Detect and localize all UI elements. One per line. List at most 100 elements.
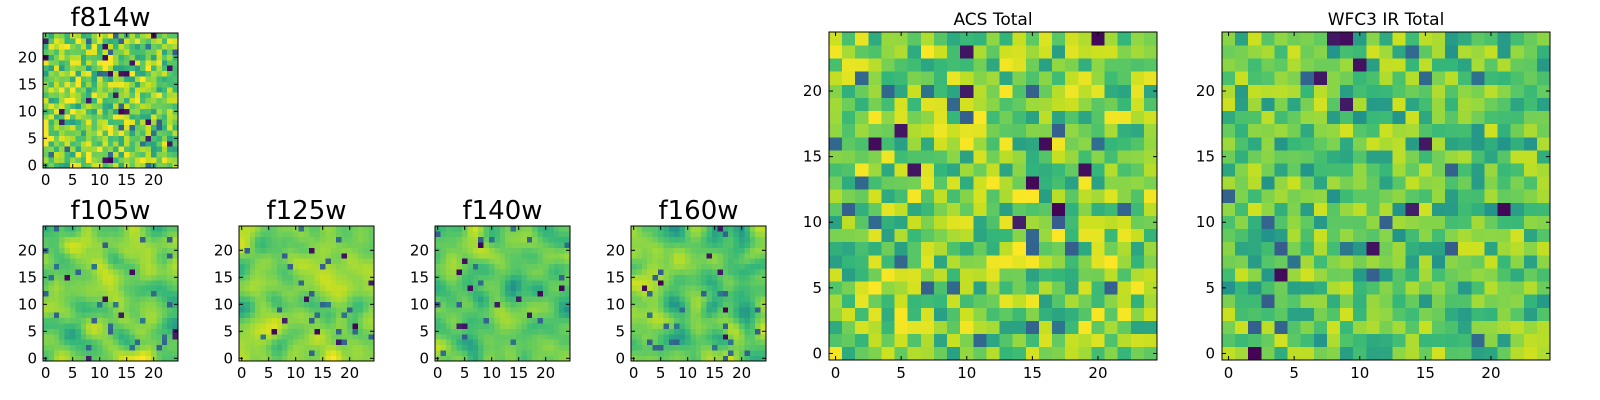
heatmap-cell: [548, 226, 555, 232]
heatmap-cell: [244, 258, 251, 265]
heatmap-cell: [314, 226, 321, 232]
heatmap-cell: [172, 242, 179, 248]
heatmap-cell: [363, 355, 369, 362]
heatmap-cell: [722, 334, 729, 340]
heatmap-cell: [564, 258, 571, 265]
heatmap-cell: [1392, 255, 1406, 269]
heatmap-cell: [172, 146, 179, 153]
heatmap-cell: [91, 103, 98, 109]
heatmap-cell: [43, 317, 49, 324]
heatmap-cell: [43, 65, 49, 72]
heatmap-cell: [1392, 97, 1406, 112]
heatmap-cell: [80, 274, 87, 281]
heatmap-cell: [1052, 333, 1066, 348]
heatmap-cell: [140, 54, 146, 61]
heatmap-cell: [303, 312, 310, 319]
heatmap-cell: [728, 269, 734, 275]
heatmap-cell: [271, 226, 278, 232]
heatmap-cell: [1248, 45, 1262, 59]
heatmap-cell: [129, 307, 136, 313]
heatmap-cell: [920, 84, 935, 98]
heatmap-cell: [467, 258, 474, 265]
heatmap-cell: [516, 242, 522, 248]
heatmap-cell: [1052, 255, 1066, 269]
heatmap-cell: [855, 97, 869, 112]
heatmap-cell: [140, 108, 146, 115]
heatmap-cell: [1510, 228, 1525, 243]
heatmap-cell: [829, 32, 843, 46]
heatmap-cell: [97, 151, 103, 158]
heatmap-cell: [1091, 32, 1105, 46]
heatmap-cell: [363, 258, 369, 265]
heatmap-cell: [43, 263, 49, 270]
heatmap-cell: [663, 285, 670, 292]
heatmap-cell: [559, 280, 565, 286]
heatmap-cell: [1405, 346, 1420, 361]
heatmap-cell: [717, 317, 724, 324]
heatmap-cell: [314, 263, 321, 270]
heatmap-cell: [145, 146, 152, 153]
heatmap-cell: [933, 346, 948, 361]
heatmap-cell: [739, 339, 745, 346]
heatmap-cell: [53, 312, 60, 319]
heatmap-cell: [1222, 71, 1236, 85]
heatmap-cell: [75, 114, 82, 120]
heatmap-cell: [75, 307, 82, 313]
heatmap-cell: [102, 307, 109, 313]
heatmap-cell: [1392, 294, 1406, 308]
heatmap-cell: [986, 307, 1000, 321]
heatmap-cell: [1038, 123, 1053, 138]
heatmap-cell: [548, 290, 555, 297]
heatmap-cell: [526, 355, 533, 362]
heatmap-cell: [537, 231, 544, 238]
heatmap-cell: [266, 344, 272, 351]
heatmap-cell: [733, 258, 740, 265]
heatmap-cell: [712, 339, 718, 346]
heatmap-cell: [80, 253, 87, 259]
heatmap-cell: [107, 355, 114, 362]
heatmap-cell: [118, 141, 125, 147]
heatmap-cell: [102, 38, 109, 45]
heatmap-cell: [124, 54, 130, 61]
heatmap-cell: [86, 108, 92, 115]
y-tick-label: 10: [410, 295, 429, 313]
heatmap-cell: [494, 328, 501, 335]
heatmap-cell: [336, 355, 342, 362]
heatmap-cell: [48, 242, 55, 248]
heatmap-cell: [1445, 84, 1459, 98]
heatmap-cell: [1274, 346, 1288, 361]
heatmap-cell: [760, 231, 767, 238]
heatmap-cell: [1392, 163, 1406, 177]
heatmap-cell: [102, 285, 109, 292]
heatmap-cell: [347, 328, 353, 335]
heatmap-cell: [881, 123, 895, 138]
heatmap-cell: [701, 290, 707, 297]
heatmap-cell: [760, 242, 767, 248]
heatmap-cell: [1091, 255, 1105, 269]
heatmap-cell: [330, 269, 337, 275]
heatmap-cell: [53, 49, 60, 55]
heatmap-cell: [1313, 294, 1328, 308]
heatmap-cell: [86, 323, 92, 329]
heatmap-cell: [543, 274, 549, 281]
heatmap-cell: [151, 103, 157, 109]
heatmap-cell: [1497, 320, 1511, 335]
heatmap-cell: [167, 141, 173, 147]
heatmap-cell: [744, 280, 751, 286]
heatmap-cell: [462, 247, 468, 254]
heatmap-cell: [91, 43, 98, 50]
heatmap-cell: [478, 236, 484, 243]
heatmap-cell: [521, 274, 528, 281]
heatmap-cell: [59, 355, 65, 362]
heatmap-cell: [1313, 307, 1328, 321]
heatmap-cell: [744, 253, 751, 259]
heatmap-cell: [134, 87, 141, 93]
heatmap-cell: [53, 135, 60, 142]
heatmap-cell: [641, 339, 648, 346]
heatmap-cell: [43, 236, 49, 243]
heatmap-cell: [124, 231, 130, 238]
heatmap-cell: [172, 70, 179, 77]
heatmap-cell: [172, 258, 179, 265]
heatmap-cell: [636, 274, 643, 281]
heatmap-cell: [140, 231, 146, 238]
